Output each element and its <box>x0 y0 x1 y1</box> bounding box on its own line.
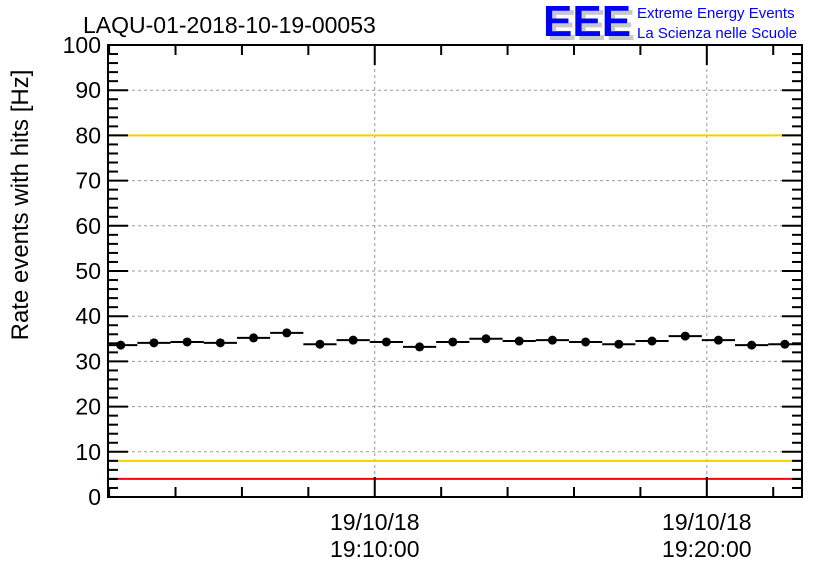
y-tick-label: 10 <box>75 439 101 465</box>
data-points <box>108 328 802 352</box>
data-point <box>149 338 159 348</box>
data-point <box>713 335 723 345</box>
grid <box>108 45 802 497</box>
reference-lines <box>108 44 802 480</box>
y-axis-label: Rate events with hits [Hz] <box>7 70 34 341</box>
x-tick-time: 19:20:00 <box>662 536 752 562</box>
plot-frame <box>107 44 803 498</box>
y-tick-label: 90 <box>75 77 101 103</box>
x-tick-date: 19/10/18 <box>662 509 752 535</box>
data-point <box>481 334 491 344</box>
data-point <box>215 338 225 348</box>
data-point <box>614 339 624 349</box>
data-point <box>381 337 391 347</box>
data-point <box>282 328 292 338</box>
logo-text: EEE <box>543 0 631 46</box>
data-point <box>116 340 126 350</box>
y-tick-label: 70 <box>75 168 101 194</box>
y-tick-label: 30 <box>75 348 101 374</box>
data-point <box>547 335 557 345</box>
logo-line2: La Scienza nelle Scuole <box>637 25 797 42</box>
axes: 010203040506070809010019/10/1819:10:0019… <box>63 32 803 562</box>
y-tick-label: 20 <box>75 394 101 420</box>
data-point <box>514 336 524 346</box>
x-tick-time: 19:10:00 <box>330 536 420 562</box>
logo-line1: Extreme Energy Events <box>637 5 795 22</box>
y-tick-label: 100 <box>63 32 101 58</box>
y-tick-label: 0 <box>88 484 101 510</box>
data-point <box>581 337 591 347</box>
data-point <box>249 333 259 343</box>
data-point <box>780 339 790 349</box>
data-point <box>415 342 425 352</box>
y-tick-label: 40 <box>75 303 101 329</box>
eee-logo: EEE Extreme Energy Events La Scienza nel… <box>543 0 797 46</box>
x-tick-date: 19/10/18 <box>330 509 420 535</box>
data-point <box>747 340 757 350</box>
data-point <box>348 335 358 345</box>
y-tick-label: 80 <box>75 122 101 148</box>
data-point <box>448 337 458 347</box>
data-point <box>182 337 192 347</box>
chart-title: LAQU-01-2018-10-19-00053 <box>83 12 376 38</box>
data-point <box>680 331 690 341</box>
y-tick-label: 50 <box>75 258 101 284</box>
data-point <box>647 336 657 346</box>
data-point <box>315 339 325 349</box>
y-tick-label: 60 <box>75 213 101 239</box>
